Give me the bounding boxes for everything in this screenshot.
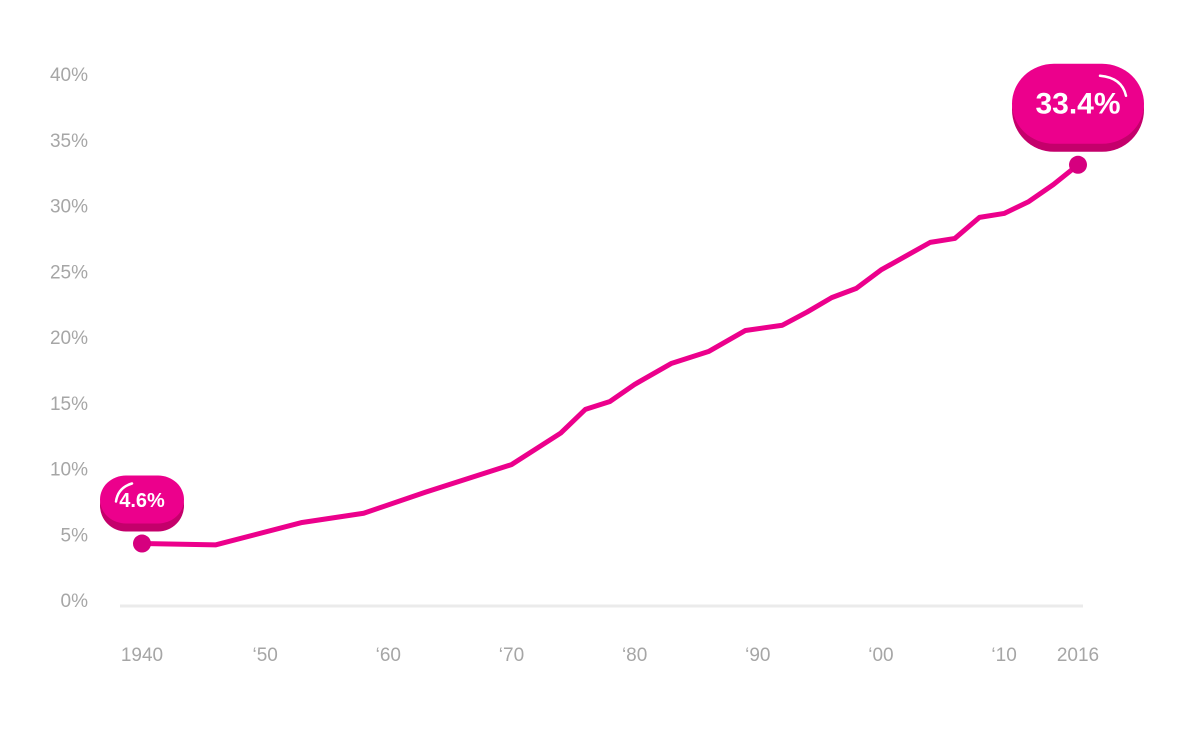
y-tick-label: 30% <box>50 197 88 218</box>
label-gleam <box>114 482 134 503</box>
x-tick-label: 2016 <box>1057 645 1099 666</box>
line <box>139 162 1081 548</box>
x-tick-label: ‘90 <box>745 645 770 666</box>
x-tick-label: ‘50 <box>252 645 277 666</box>
y-tick-label: 20% <box>50 328 88 349</box>
x-tick-label: ‘00 <box>868 645 893 666</box>
y-tick-label: 15% <box>50 394 88 415</box>
x-tick-label: ‘80 <box>622 645 647 666</box>
y-tick-label: 5% <box>61 525 89 546</box>
value-label: 4.6% <box>119 490 165 512</box>
point <box>1069 155 1087 174</box>
label-gleam <box>1098 74 1128 98</box>
y-tick-label: 0% <box>61 591 89 612</box>
value-label: 33.4% <box>1035 88 1120 121</box>
label-bubble <box>100 475 184 524</box>
y-tick-label: 25% <box>50 262 88 283</box>
x-tick-label: 1940 <box>121 645 163 666</box>
x-tick-label: ‘10 <box>991 645 1016 666</box>
y-tick-label: 35% <box>50 131 88 152</box>
x-tick-label: ‘70 <box>499 645 524 666</box>
point <box>133 534 151 553</box>
y-tick-label: 10% <box>50 460 88 481</box>
x-tick-label: ‘60 <box>376 645 401 666</box>
label-bubble <box>1012 63 1144 144</box>
y-tick-label: 40% <box>50 65 88 86</box>
